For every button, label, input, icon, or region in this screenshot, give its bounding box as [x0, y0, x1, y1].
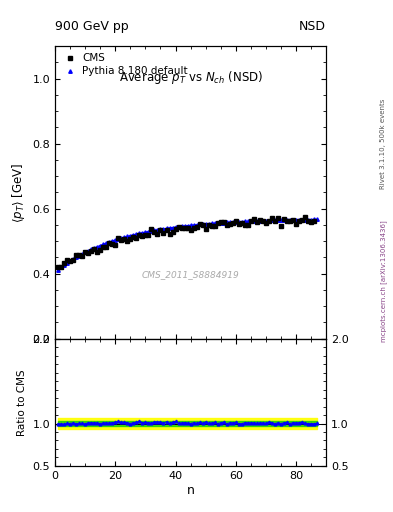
CMS [56, 264, 61, 270]
CMS [68, 259, 72, 265]
Text: Rivet 3.1.10, 500k events: Rivet 3.1.10, 500k events [380, 98, 386, 188]
X-axis label: n: n [187, 483, 195, 497]
CMS [179, 225, 184, 231]
CMS [273, 218, 277, 224]
CMS [83, 249, 88, 255]
Text: mcplots.cern.ch [arXiv:1306.3436]: mcplots.cern.ch [arXiv:1306.3436] [380, 221, 387, 343]
Y-axis label: $\langle p_T \rangle$ [GeV]: $\langle p_T \rangle$ [GeV] [10, 162, 27, 223]
Line: Pythia 8.180 default: Pythia 8.180 default [56, 218, 319, 271]
Text: NSD: NSD [299, 20, 326, 33]
Pythia 8.180 default [266, 218, 271, 224]
Line: CMS: CMS [55, 215, 317, 270]
Text: 900 GeV pp: 900 GeV pp [55, 20, 129, 33]
Pythia 8.180 default [56, 267, 61, 273]
Pythia 8.180 default [131, 232, 136, 238]
Pythia 8.180 default [113, 237, 118, 243]
CMS [303, 215, 307, 221]
Pythia 8.180 default [315, 217, 320, 223]
CMS [62, 260, 66, 266]
Pythia 8.180 default [98, 243, 103, 249]
Pythia 8.180 default [164, 225, 169, 231]
Text: Average $p_T$ vs $N_{ch}$ (NSD): Average $p_T$ vs $N_{ch}$ (NSD) [119, 70, 263, 87]
Pythia 8.180 default [185, 223, 190, 229]
Y-axis label: Ratio to CMS: Ratio to CMS [17, 369, 27, 436]
Text: CMS_2011_S8884919: CMS_2011_S8884919 [142, 270, 239, 279]
Legend: CMS, Pythia 8.180 default: CMS, Pythia 8.180 default [60, 51, 190, 78]
CMS [252, 217, 256, 223]
CMS [312, 218, 316, 224]
